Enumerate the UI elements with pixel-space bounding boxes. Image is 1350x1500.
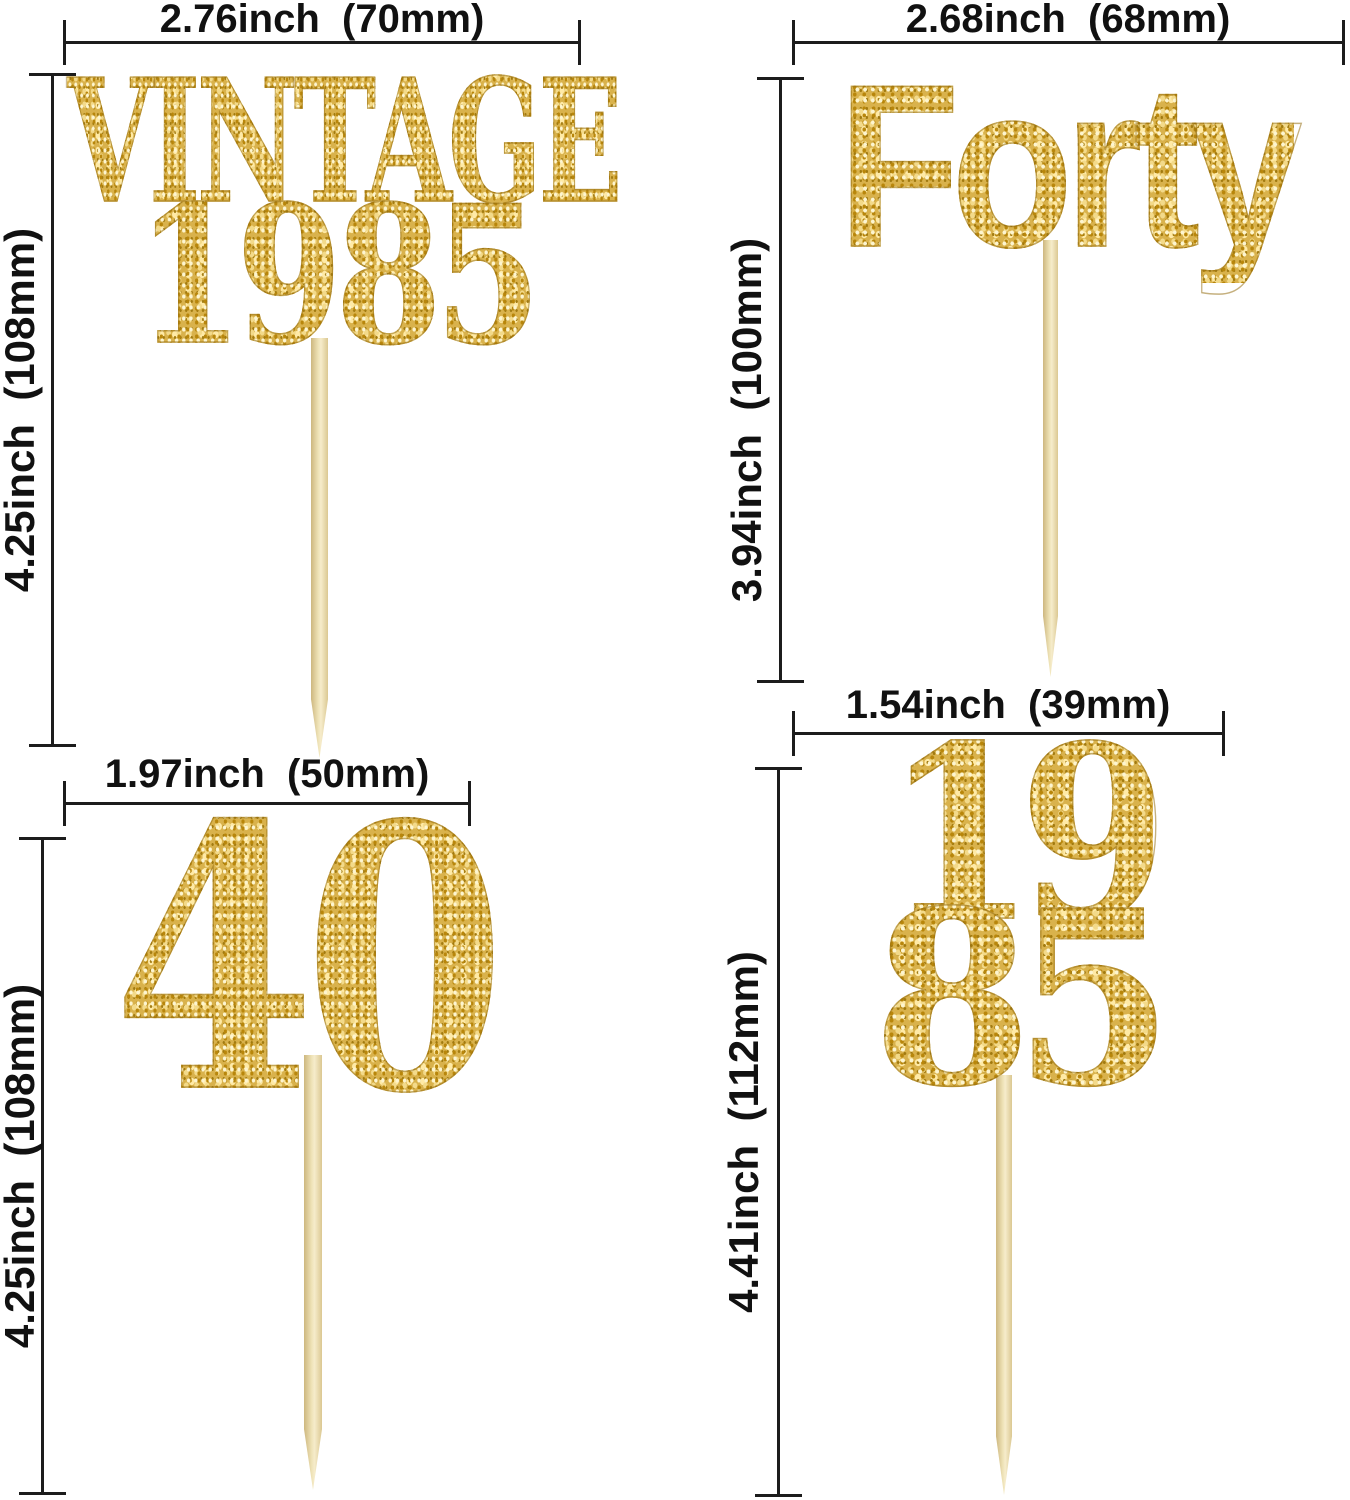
toothpick-stick [996,1075,1012,1495]
width-dimension-line [792,711,1225,756]
width-dimension-label: 1.54inch (39mm) [845,683,1171,727]
height-dimension-label: 4.25inch (108mm) [0,227,43,593]
width-dimension-line [63,781,471,826]
width-dimension-label: 1.97inch (50mm) [104,752,430,796]
topper-text-forty: Forty [837,37,1303,296]
height-dimension-label: 3.94inch (100mm) [723,237,770,603]
height-dimension-line [19,837,66,1495]
height-dimension-line [29,73,76,747]
toothpick-stick [1043,240,1058,677]
width-dimension-line [792,20,1345,65]
topper-text-85: 85 [872,858,1174,1140]
height-dimension-line [757,77,804,683]
topper-text-40: 40 [112,746,506,1173]
height-dimension-label: 4.41inch (112mm) [720,951,767,1313]
toothpick-stick [311,338,328,758]
topper-text-1985: 1985 [136,164,541,387]
width-dimension-line [63,20,581,65]
width-dimension-label: 2.68inch (68mm) [905,0,1231,41]
toothpick-stick [304,1055,322,1490]
height-dimension-label: 4.25inch (108mm) [0,983,43,1349]
width-dimension-label: 2.76inch (70mm) [159,0,485,41]
height-dimension-line [755,767,802,1497]
